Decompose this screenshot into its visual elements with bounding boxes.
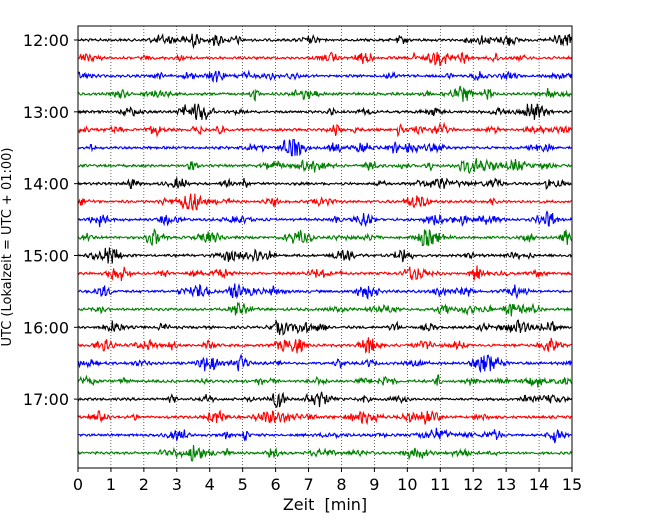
trace-1630 <box>77 353 573 374</box>
x-tick-label: 13 <box>496 475 516 494</box>
trace-1315 <box>77 121 572 138</box>
y-tick-label: 13:00 <box>23 103 69 122</box>
y-tick-label: 14:00 <box>23 175 69 194</box>
trace-1200 <box>77 33 573 50</box>
x-tick-label: 6 <box>271 475 281 494</box>
trace-1745 <box>77 444 573 462</box>
trace-1500 <box>77 247 572 264</box>
plot-frame <box>77 25 573 469</box>
trace-1300 <box>77 103 572 120</box>
trace-1645 <box>77 374 573 388</box>
x-tick-label: 7 <box>303 475 313 494</box>
trace-1530 <box>77 283 572 300</box>
x-tick-label: 14 <box>529 475 549 494</box>
y-axis-label: UTC (Lokalzeit = UTC + 01:00) <box>0 148 15 347</box>
y-tick-label: 16:00 <box>23 318 69 337</box>
x-tick-label: 15 <box>562 475 582 494</box>
x-tick-label: 1 <box>106 475 116 494</box>
trace-1515 <box>77 265 572 281</box>
x-tick-label: 11 <box>430 475 450 494</box>
trace-1245 <box>77 85 572 102</box>
x-tick-label: 5 <box>238 475 248 494</box>
trace-1445 <box>77 227 573 247</box>
x-tick-label: 9 <box>369 475 379 494</box>
trace-1700 <box>77 391 572 408</box>
x-tick-label: 10 <box>397 475 417 494</box>
x-tick-label: 8 <box>336 475 346 494</box>
trace-1600 <box>77 319 572 336</box>
trace-1330 <box>77 139 572 157</box>
x-tick-label: 2 <box>139 475 149 494</box>
trace-1400 <box>77 177 572 190</box>
trace-1415 <box>77 193 572 212</box>
x-axis: 0 1 2 3 4 5 6 7 8 9 10 11 12 13 14 15 <box>73 468 582 494</box>
trace-1230 <box>77 69 573 83</box>
trace-1730 <box>78 427 572 444</box>
y-tick-label: 17:00 <box>23 390 69 409</box>
x-axis-label: Zeit [min] <box>283 495 367 514</box>
trace-1345 <box>77 158 572 175</box>
trace-1715 <box>77 409 572 426</box>
x-tick-label: 4 <box>205 475 215 494</box>
y-tick-label: 12:00 <box>23 31 69 50</box>
seismogram-traces <box>77 33 573 462</box>
x-tick-label: 3 <box>172 475 182 494</box>
trace-1215 <box>77 51 572 67</box>
y-tick-label: 15:00 <box>23 246 69 265</box>
x-tick-label: 12 <box>463 475 483 494</box>
trace-1430 <box>77 210 572 228</box>
trace-1615 <box>77 337 572 354</box>
y-axis: 12:00 13:00 14:00 15:00 16:00 17:00 <box>23 31 78 409</box>
x-tick-label: 0 <box>73 475 83 494</box>
trace-1545 <box>78 301 572 317</box>
